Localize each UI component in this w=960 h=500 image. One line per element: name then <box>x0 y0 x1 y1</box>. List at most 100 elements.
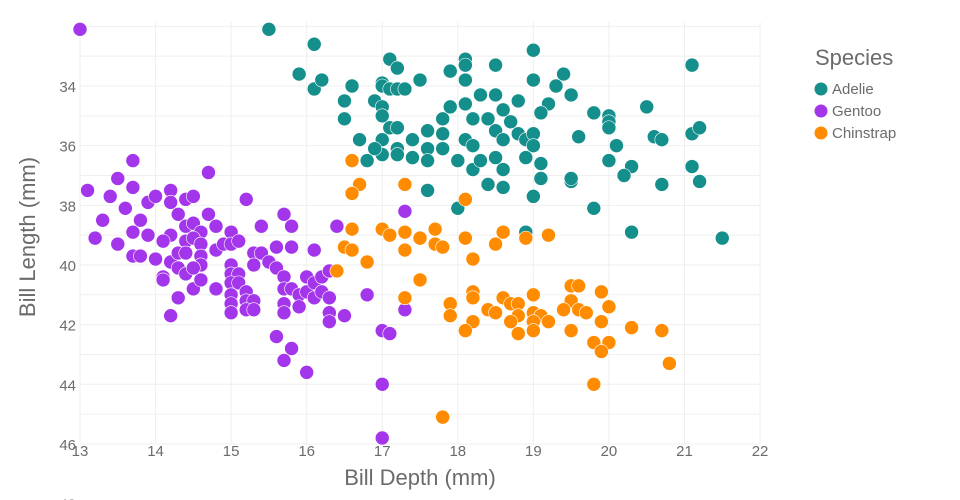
point-gentoo <box>269 329 284 344</box>
y-tick-label: 40 <box>59 258 76 275</box>
point-gentoo <box>329 218 345 234</box>
point-chinstrap <box>624 320 639 335</box>
point-adelie <box>367 141 382 156</box>
point-adelie <box>314 72 330 88</box>
point-gentoo <box>155 233 171 249</box>
legend-item-chinstrap[interactable]: Chinstrap <box>814 125 897 142</box>
x-tick-label: 15 <box>223 443 240 460</box>
point-adelie <box>435 141 450 156</box>
point-adelie <box>684 159 700 174</box>
point-gentoo <box>178 245 194 261</box>
point-gentoo <box>374 376 390 392</box>
point-gentoo <box>322 290 337 306</box>
legend-title: Species <box>815 45 893 70</box>
point-gentoo <box>80 183 95 198</box>
legend-marker <box>814 126 828 140</box>
x-axis-ticks: 13 14 15 16 17 18 19 20 21 22 <box>72 443 769 460</box>
point-chinstrap <box>458 323 473 338</box>
legend-marker <box>814 82 828 96</box>
point-adelie <box>390 120 405 136</box>
point-gentoo <box>125 153 141 168</box>
point-gentoo <box>276 353 292 368</box>
point-gentoo <box>231 233 246 249</box>
point-chinstrap <box>382 227 398 243</box>
point-adelie <box>526 42 541 58</box>
point-adelie <box>337 111 352 127</box>
point-adelie <box>692 120 707 136</box>
point-gentoo <box>306 242 322 258</box>
point-chinstrap <box>397 290 413 306</box>
point-adelie <box>458 57 473 73</box>
legend-label: Gentoo <box>832 103 881 120</box>
point-gentoo <box>148 251 163 267</box>
point-chinstrap <box>541 314 556 329</box>
point-adelie <box>556 66 571 82</box>
point-chinstrap <box>329 263 345 279</box>
point-gentoo <box>170 290 186 306</box>
point-chinstrap <box>488 305 503 321</box>
point-adelie <box>337 93 352 109</box>
point-gentoo <box>269 239 284 255</box>
point-gentoo <box>246 257 262 273</box>
point-chinstrap <box>397 177 413 192</box>
point-gentoo <box>125 224 141 240</box>
point-chinstrap <box>344 221 360 237</box>
x-tick-label: 16 <box>298 443 315 460</box>
x-tick-label: 22 <box>752 443 769 460</box>
x-tick-label: 19 <box>525 443 542 460</box>
point-adelie <box>442 99 458 115</box>
point-adelie <box>458 96 473 112</box>
y-tick-label: 38 <box>59 198 76 215</box>
point-adelie <box>412 72 428 88</box>
x-tick-label: 18 <box>449 443 466 460</box>
point-chinstrap <box>435 239 450 255</box>
point-adelie <box>291 66 307 82</box>
x-tick-label: 14 <box>147 443 164 460</box>
point-gentoo <box>163 195 178 210</box>
point-chinstrap <box>344 242 360 258</box>
point-adelie <box>261 22 277 37</box>
legend-label: Chinstrap <box>832 125 896 142</box>
point-adelie <box>488 57 503 73</box>
point-gentoo <box>186 189 201 204</box>
y-tick-label: 44 <box>59 377 76 394</box>
point-chinstrap <box>465 251 481 267</box>
point-gentoo <box>186 260 201 276</box>
point-adelie <box>533 171 549 186</box>
point-adelie <box>306 36 322 52</box>
point-gentoo <box>284 239 299 255</box>
point-chinstrap <box>495 224 511 240</box>
point-gentoo <box>291 299 307 315</box>
legend-item-gentoo[interactable]: Gentoo <box>814 103 882 120</box>
point-gentoo <box>201 206 216 222</box>
point-adelie <box>495 162 511 177</box>
point-gentoo <box>223 305 239 321</box>
point-chinstrap <box>541 227 556 243</box>
point-adelie <box>420 183 435 198</box>
point-gentoo <box>276 305 292 321</box>
y-tick-label: 48 <box>59 497 76 500</box>
point-chinstrap <box>662 356 677 371</box>
point-adelie <box>352 132 367 147</box>
point-chinstrap <box>435 409 450 425</box>
point-adelie <box>510 93 526 109</box>
point-gentoo <box>382 326 398 341</box>
point-gentoo <box>87 230 103 246</box>
point-chinstrap <box>412 272 428 288</box>
legend-label: Adelie <box>832 81 874 98</box>
point-adelie <box>397 81 413 97</box>
point-gentoo <box>110 171 126 186</box>
legend-item-adelie[interactable]: Adelie <box>814 81 874 98</box>
point-chinstrap <box>586 376 602 392</box>
point-adelie <box>563 87 579 103</box>
point-chinstrap <box>344 186 360 201</box>
y-tick-label: 36 <box>59 139 76 156</box>
point-gentoo <box>284 218 299 234</box>
point-chinstrap <box>571 278 586 294</box>
point-chinstrap <box>427 221 443 237</box>
point-adelie <box>586 105 602 121</box>
point-gentoo <box>118 201 133 216</box>
point-adelie <box>450 153 466 168</box>
point-chinstrap <box>563 323 579 338</box>
point-gentoo <box>170 206 186 222</box>
